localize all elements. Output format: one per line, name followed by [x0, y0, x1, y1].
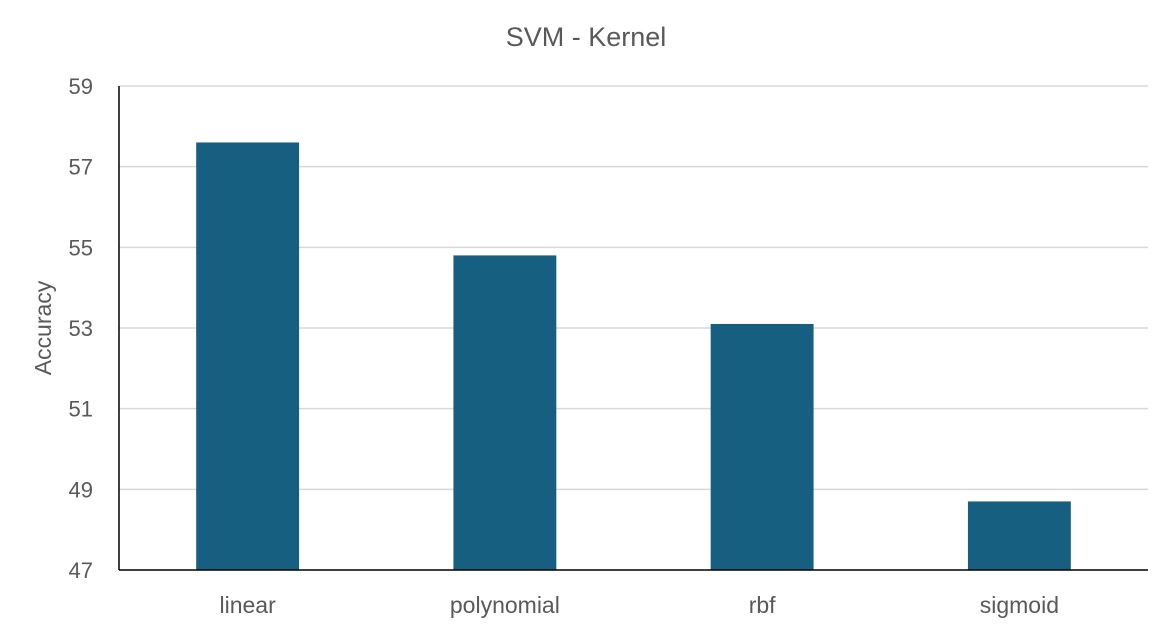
bar-polynomial — [453, 255, 557, 570]
x-category-label: sigmoid — [980, 592, 1059, 618]
y-axis-title: Accuracy — [30, 280, 56, 375]
y-tick-label: 59 — [69, 74, 93, 99]
y-tick-label: 47 — [69, 558, 93, 583]
axes — [118, 86, 1148, 571]
y-tick-labels: 47 49 51 53 55 57 59 — [69, 74, 93, 583]
chart-title: SVM - Kernel — [506, 22, 667, 52]
bar-rbf — [710, 323, 814, 570]
x-category-label: rbf — [749, 592, 776, 618]
y-tick-label: 51 — [69, 397, 93, 422]
bar-linear — [196, 142, 300, 570]
y-tick-label: 57 — [69, 155, 93, 180]
y-tick-label: 49 — [69, 477, 93, 502]
x-category-label: polynomial — [450, 592, 560, 618]
bars — [196, 142, 1071, 570]
y-tick-label: 53 — [69, 316, 93, 341]
y-tick-label: 55 — [69, 235, 93, 260]
x-category-label: linear — [219, 592, 276, 618]
bar-sigmoid — [967, 501, 1071, 570]
x-category-labels: linear polynomial rbf sigmoid — [219, 592, 1059, 618]
